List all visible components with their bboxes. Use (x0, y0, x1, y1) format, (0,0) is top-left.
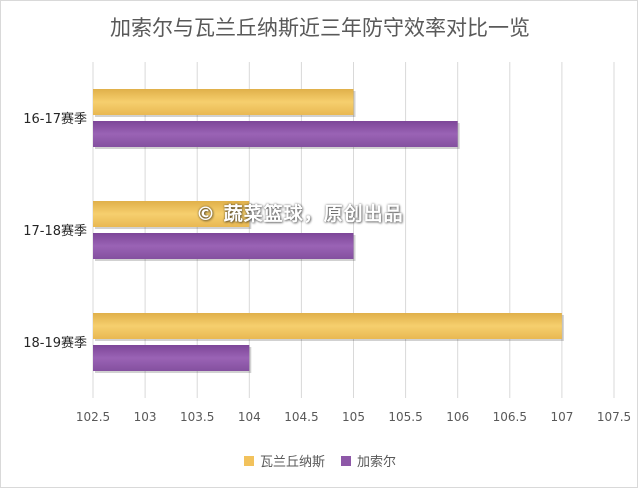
bar-1-1 (93, 233, 354, 259)
x-tick-label-0: 102.5 (76, 410, 110, 424)
bar-0-1 (93, 121, 458, 147)
bar-2-1 (93, 345, 250, 371)
legend-item-series-1[interactable]: 瓦兰丘纳斯 (243, 451, 325, 470)
x-tick-label-8: 106.5 (493, 410, 527, 424)
legend-swatch-series-1 (243, 455, 254, 466)
x-tick-label-3: 104 (238, 410, 261, 424)
x-tick-label-9: 107 (550, 410, 573, 424)
x-tick-label-2: 103.5 (180, 410, 214, 424)
legend: 瓦兰丘纳斯 加索尔 (0, 451, 640, 470)
watermark: © 蔬菜篮球，原创出品 (196, 203, 404, 225)
legend-swatch-series-2 (341, 455, 351, 466)
category-label-1: 17-18赛季 (23, 223, 87, 239)
x-tick-label-1: 103 (134, 410, 157, 424)
x-tick-label-10: 107.5 (597, 410, 631, 424)
x-tick-label-6: 105.5 (388, 410, 422, 424)
legend-item-series-2[interactable]: 加索尔 (341, 451, 396, 470)
bar-0-0 (93, 89, 354, 115)
category-label-0: 16-17赛季 (23, 111, 87, 127)
x-tick-label-7: 106 (446, 410, 469, 424)
legend-label-series-1: 瓦兰丘纳斯 (259, 455, 325, 470)
x-tick-label-5: 105 (342, 410, 365, 424)
category-label-2: 18-19赛季 (23, 335, 87, 351)
bar-2-0 (93, 313, 562, 339)
chart-title: 加索尔与瓦兰丘纳斯近三年防守效率对比一览 (110, 16, 530, 40)
x-tick-label-4: 104.5 (284, 410, 318, 424)
legend-label-series-2: 加索尔 (357, 455, 397, 470)
bar-1-0 (93, 201, 250, 227)
